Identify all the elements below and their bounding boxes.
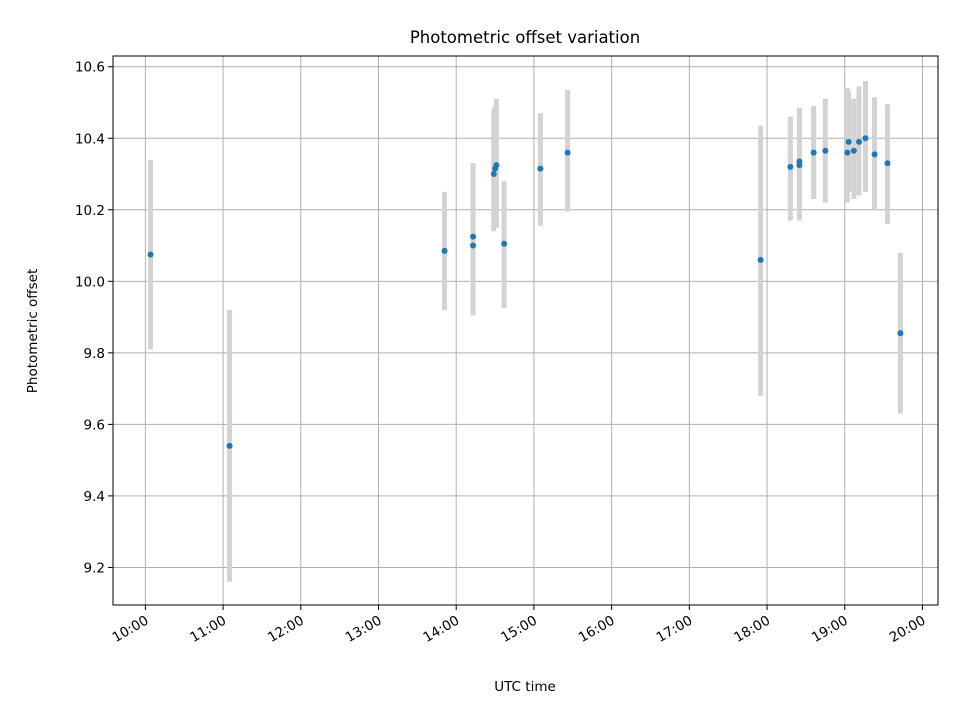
data-point — [884, 160, 891, 167]
data-point — [822, 147, 829, 154]
data-point — [470, 242, 477, 249]
data-point — [537, 165, 544, 172]
data-points — [147, 135, 904, 449]
data-point — [810, 149, 817, 156]
x-axis-label: UTC time — [494, 679, 556, 695]
data-point — [871, 151, 878, 158]
y-tick-label: 9.4 — [84, 489, 105, 505]
data-point — [226, 442, 233, 449]
y-tick-label: 10.6 — [75, 60, 105, 76]
y-tick-label: 9.6 — [84, 417, 105, 433]
data-point — [862, 135, 869, 142]
y-axis-ticks: 9.2 9.4 9.6 9.8 10.0 10.2 10.4 10.6 — [75, 60, 113, 576]
y-tick-label: 10.0 — [75, 274, 105, 290]
data-point — [855, 138, 862, 145]
data-point — [501, 240, 508, 247]
data-point — [470, 233, 477, 240]
data-point — [850, 147, 857, 154]
data-point — [796, 158, 803, 165]
data-point — [441, 247, 448, 254]
data-point — [844, 149, 851, 156]
data-point — [147, 251, 154, 258]
data-point — [493, 162, 500, 169]
grid — [113, 56, 938, 605]
data-point — [787, 163, 794, 170]
data-point — [490, 171, 497, 178]
y-tick-label: 9.8 — [84, 346, 105, 362]
plot-area-frame — [112, 55, 939, 606]
data-point — [757, 256, 764, 263]
y-tick-label: 9.2 — [84, 560, 105, 576]
data-point — [897, 330, 904, 337]
chart-title: Photometric offset variation — [410, 28, 640, 47]
y-axis-label: Photometric offset — [25, 269, 41, 393]
data-point — [845, 138, 852, 145]
y-tick-label: 10.2 — [75, 203, 105, 219]
y-tick-label: 10.4 — [75, 131, 105, 147]
data-point — [564, 149, 571, 156]
